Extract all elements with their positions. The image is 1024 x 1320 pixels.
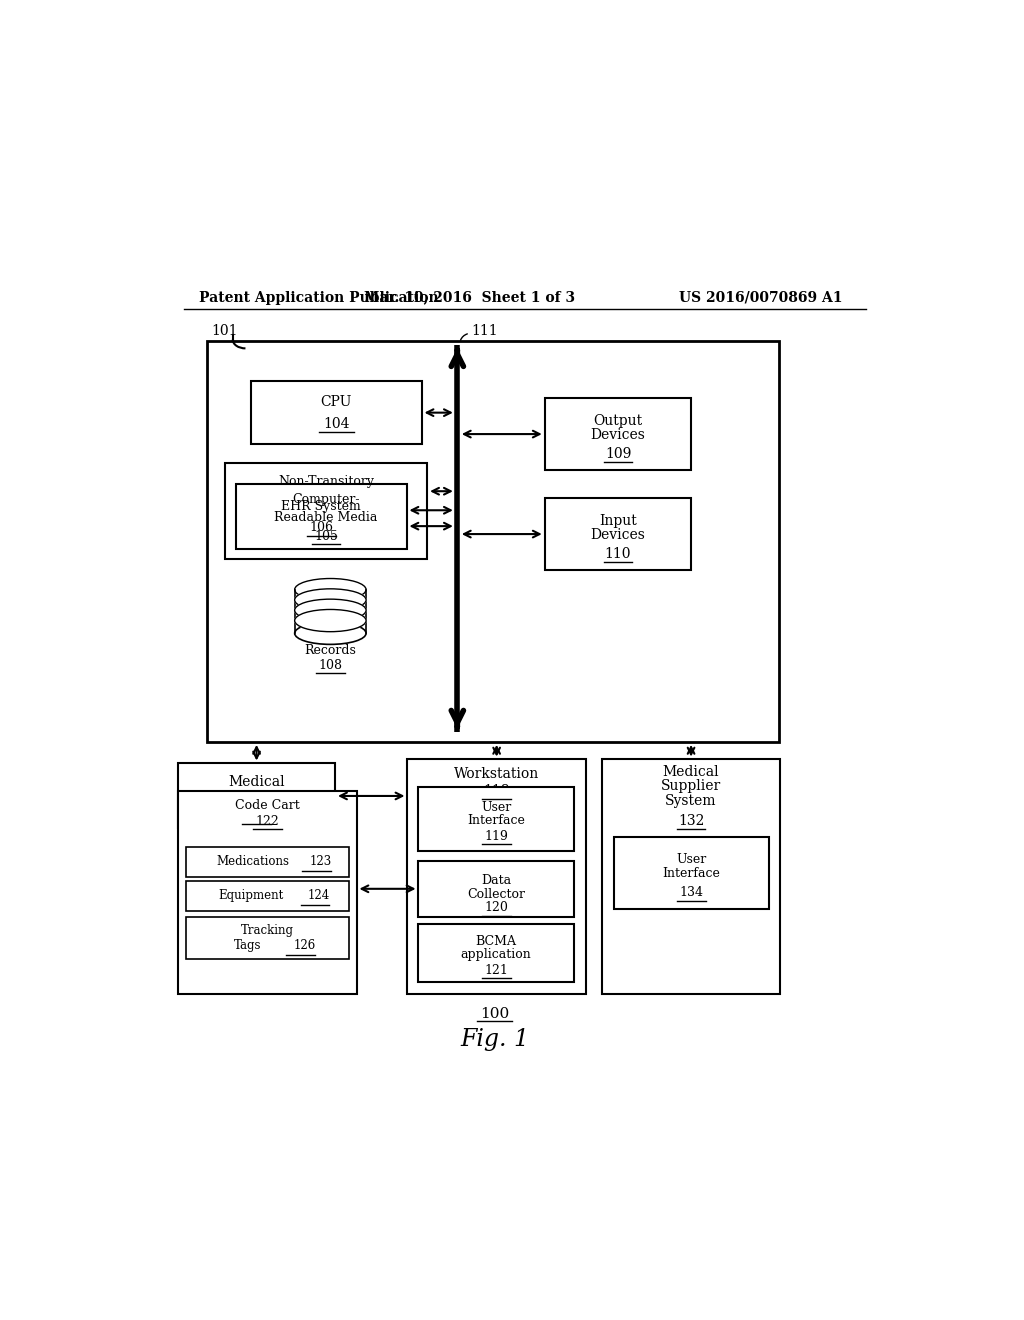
- Bar: [178, 791, 356, 994]
- Text: Medical: Medical: [663, 766, 720, 779]
- Text: 100: 100: [480, 1007, 509, 1022]
- Ellipse shape: [295, 599, 367, 622]
- Text: 124: 124: [308, 890, 330, 903]
- Bar: [419, 861, 574, 916]
- Text: Computer-: Computer-: [292, 494, 359, 506]
- Bar: [602, 759, 780, 994]
- Text: Supplier: Supplier: [660, 779, 721, 793]
- Text: 111: 111: [472, 323, 499, 338]
- Bar: [186, 880, 348, 911]
- Text: Data: Data: [481, 874, 511, 887]
- Text: Devices: Devices: [591, 528, 645, 543]
- Ellipse shape: [295, 578, 367, 601]
- Text: Interface: Interface: [467, 814, 525, 828]
- Bar: [178, 763, 335, 829]
- Text: User: User: [481, 801, 511, 814]
- Text: 126: 126: [294, 940, 315, 953]
- Text: Interface: Interface: [663, 867, 721, 880]
- Text: 134: 134: [680, 886, 703, 899]
- Text: EHR System: EHR System: [282, 500, 361, 512]
- Text: 123: 123: [309, 855, 332, 869]
- Text: application: application: [461, 948, 531, 961]
- Text: 118: 118: [483, 784, 510, 799]
- Text: Workstation: Workstation: [454, 767, 540, 780]
- Text: 106: 106: [309, 521, 333, 535]
- Text: 132: 132: [678, 814, 705, 829]
- Text: 105: 105: [314, 529, 338, 543]
- Text: Output: Output: [594, 413, 643, 428]
- Bar: [545, 499, 691, 570]
- Ellipse shape: [295, 610, 367, 632]
- Text: US 2016/0070869 A1: US 2016/0070869 A1: [679, 290, 842, 305]
- Text: 119: 119: [484, 830, 508, 843]
- Text: 127: 127: [244, 809, 269, 822]
- Text: Non-Transitory: Non-Transitory: [278, 475, 374, 488]
- Text: Patent Application Publication: Patent Application Publication: [200, 290, 439, 305]
- Text: 120: 120: [484, 902, 508, 915]
- Bar: [419, 924, 574, 982]
- Bar: [186, 917, 348, 958]
- Text: User: User: [676, 853, 707, 866]
- Bar: [225, 462, 427, 560]
- Text: Code Cart: Code Cart: [234, 799, 300, 812]
- Text: Collector: Collector: [467, 888, 525, 900]
- Bar: [408, 759, 586, 994]
- Text: System: System: [666, 793, 717, 808]
- Text: Tracking: Tracking: [241, 924, 294, 937]
- Text: 101: 101: [211, 323, 238, 338]
- Text: Readable Media: Readable Media: [274, 511, 378, 524]
- Text: Records: Records: [304, 644, 356, 657]
- Text: Devices: Devices: [229, 789, 284, 804]
- Text: Devices: Devices: [591, 428, 645, 442]
- Text: BCMA: BCMA: [476, 936, 517, 949]
- Text: 104: 104: [323, 417, 349, 430]
- Ellipse shape: [295, 589, 367, 611]
- Text: Equipment: Equipment: [219, 890, 284, 903]
- Bar: [207, 342, 778, 742]
- Text: Tags: Tags: [233, 940, 261, 953]
- Text: Input: Input: [599, 513, 637, 528]
- Bar: [236, 484, 407, 549]
- Bar: [613, 837, 769, 908]
- Text: 121: 121: [484, 964, 508, 977]
- Bar: [295, 590, 367, 634]
- Bar: [251, 381, 422, 445]
- Text: Fig. 1: Fig. 1: [460, 1028, 529, 1051]
- Text: CPU: CPU: [321, 395, 352, 409]
- Text: 110: 110: [605, 546, 632, 561]
- Text: 108: 108: [318, 659, 342, 672]
- Bar: [545, 399, 691, 470]
- FancyArrowPatch shape: [461, 334, 467, 341]
- Bar: [419, 787, 574, 850]
- Text: Mar. 10, 2016  Sheet 1 of 3: Mar. 10, 2016 Sheet 1 of 3: [364, 290, 574, 305]
- Bar: [186, 846, 348, 876]
- Text: 122: 122: [255, 814, 280, 828]
- Text: 109: 109: [605, 447, 631, 461]
- Text: Medications: Medications: [216, 855, 290, 869]
- Text: Medical: Medical: [228, 775, 285, 789]
- Ellipse shape: [295, 622, 367, 644]
